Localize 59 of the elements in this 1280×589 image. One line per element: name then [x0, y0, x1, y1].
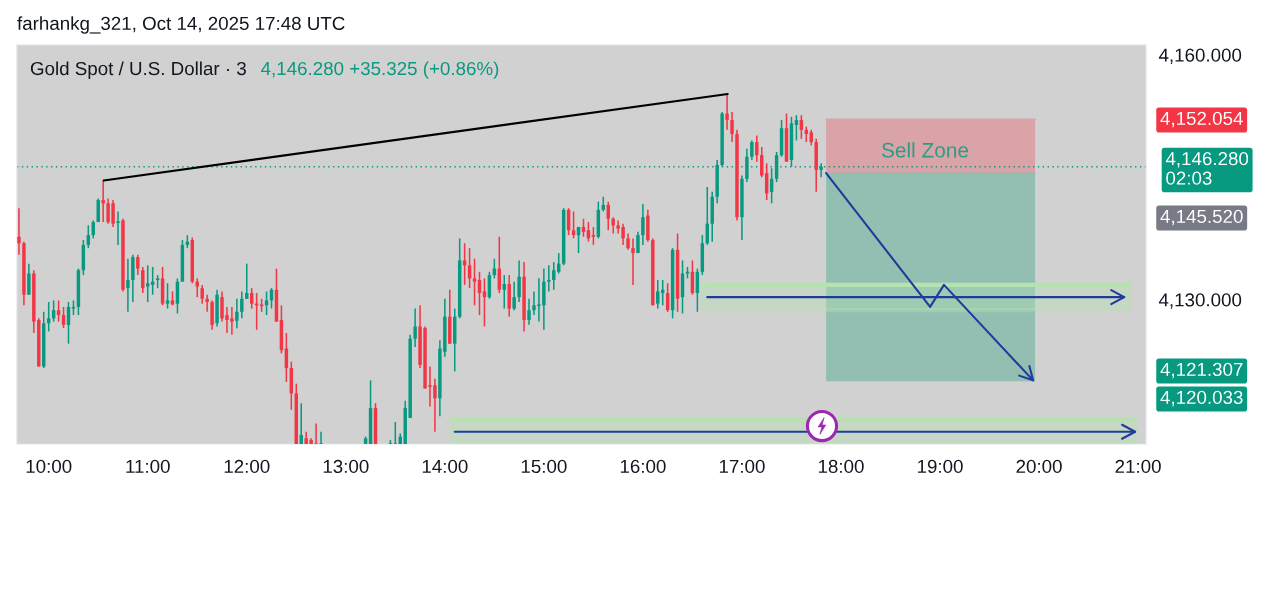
x-tick-label: 11:00 — [126, 459, 170, 474]
x-tick-label: 16:00 — [620, 459, 666, 474]
x-tick-label: 12:00 — [224, 459, 270, 474]
x-tick-label: 21:00 — [1115, 459, 1161, 474]
candlestick — [745, 147, 749, 183]
candlestick — [517, 259, 521, 303]
text: 4,146.280 +35.325 (+0.86%) — [261, 61, 499, 79]
text: 4,152.054 — [1160, 111, 1243, 128]
candlestick — [750, 139, 754, 161]
candlestick — [235, 297, 239, 329]
candlestick — [210, 299, 214, 331]
candlestick — [725, 93, 729, 131]
x-tick-label: 15:00 — [521, 459, 567, 474]
candlestick — [631, 237, 635, 286]
candlestick — [319, 430, 323, 444]
x-tick-label: 10:00 — [26, 459, 72, 474]
candlestick — [472, 258, 477, 307]
candlestick — [299, 402, 303, 444]
candlestick — [141, 266, 145, 294]
x-tick-label: 14:00 — [422, 459, 468, 474]
candlestick — [200, 284, 204, 305]
x-tick-label: 20:00 — [1016, 459, 1062, 474]
candlestick — [512, 280, 516, 311]
candlestick — [116, 210, 120, 246]
candlestick — [136, 253, 140, 276]
text: Gold Spot / U.S. Dollar · 3 — [30, 61, 246, 79]
candlestick — [641, 203, 645, 246]
candlestick — [205, 293, 209, 313]
candlestick — [527, 297, 531, 326]
text: 4,121.307 — [1160, 362, 1243, 379]
candlestick — [245, 262, 249, 300]
candlestick — [755, 134, 759, 163]
candlestick — [131, 253, 135, 303]
candlestick — [27, 262, 31, 296]
candlestick — [101, 179, 105, 223]
candlestick — [730, 111, 734, 143]
x-tick-label: 19:00 — [917, 459, 963, 474]
x-tick-label: 18:00 — [818, 459, 864, 474]
annotation: Sell Zone — [881, 142, 969, 158]
text: 4,120.033 — [1160, 390, 1243, 407]
candlestick — [502, 274, 506, 310]
text: 4,145.520 — [1160, 209, 1243, 226]
candlestick — [393, 421, 398, 444]
candlestick — [165, 282, 170, 310]
y-tick-label: 4,130.000 — [1158, 293, 1242, 309]
candlestick — [413, 307, 417, 348]
candlestick — [240, 290, 244, 320]
candlestick — [552, 261, 556, 291]
y-tick-label: 4,160.000 — [1158, 48, 1242, 64]
candlestick — [17, 207, 21, 256]
candlestick — [482, 277, 487, 328]
candlestick — [656, 279, 660, 310]
x-tick-label: 17:00 — [719, 459, 765, 474]
candlestick — [547, 264, 551, 293]
x-tick-label: 13:00 — [323, 459, 369, 474]
candlestick — [126, 258, 130, 313]
candlestick — [145, 264, 150, 303]
ref-line-label: 4,146.280 02:03 — [1165, 152, 1249, 185]
text: farhankg_321, Oct 14, 2025 17:48 UTC — [17, 16, 345, 34]
